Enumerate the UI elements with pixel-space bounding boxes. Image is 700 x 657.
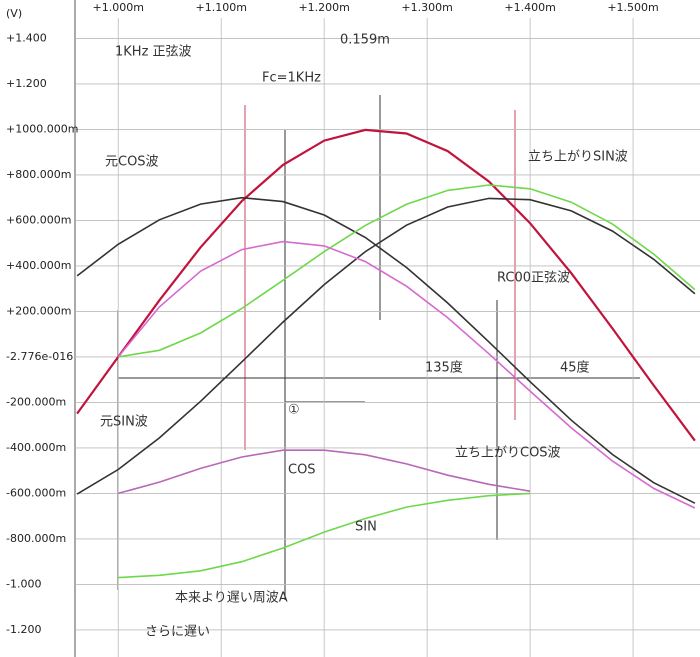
y-tick-label: -600.000m xyxy=(6,486,66,499)
annotation: 0.159m xyxy=(340,33,390,48)
annotation: 1KHz 正弦波 xyxy=(115,44,192,60)
y-tick-label: -1.000 xyxy=(6,577,41,590)
annotation: COS xyxy=(288,463,316,478)
x-tick-label: +1.200m xyxy=(298,1,349,14)
y-tick-label: +1.400 xyxy=(6,31,47,44)
y-tick-label: -2.776e-016 xyxy=(6,350,73,363)
y-tick-label: -1.200 xyxy=(6,623,41,636)
y-tick-label: +600.000m xyxy=(6,213,71,226)
annotation: さらに遅い xyxy=(145,625,210,640)
y-tick-label: -800.000m xyxy=(6,532,66,545)
y-tick-label: +1000.000m xyxy=(6,122,78,135)
annotation: 元SIN波 xyxy=(100,415,148,430)
x-tick-label: +1.500m xyxy=(607,1,658,14)
series-line xyxy=(76,128,696,442)
series-line xyxy=(117,240,696,509)
annotation: SIN xyxy=(355,520,377,535)
y-tick-label: +800.000m xyxy=(6,168,71,181)
annotation: ① xyxy=(288,403,300,418)
x-tick-label: +1.100m xyxy=(195,1,246,14)
annotation: 立ち上がりSIN波 xyxy=(528,150,628,165)
annotation: 135度 xyxy=(425,360,463,376)
x-tick-label: +1.400m xyxy=(504,1,555,14)
x-tick-label: +1.300m xyxy=(401,1,452,14)
annotation: 45度 xyxy=(560,360,590,376)
y-tick-label: +200.000m xyxy=(6,304,71,317)
series-line xyxy=(76,197,696,495)
y-unit: (V) xyxy=(6,7,22,20)
y-tick-label: -400.000m xyxy=(6,441,66,454)
annotation: 本来より遅い周波A xyxy=(175,591,288,606)
annotation: 元COS波 xyxy=(105,155,159,170)
y-tick-label: +400.000m xyxy=(6,259,71,272)
series-line xyxy=(118,492,531,579)
y-tick-label: +1.200 xyxy=(6,77,47,90)
x-tick-label: +1.000m xyxy=(93,1,144,14)
annotation: RC00正弦波 xyxy=(497,270,570,286)
y-tick-label: -200.000m xyxy=(6,395,66,408)
annotation: 立ち上がりCOS波 xyxy=(455,446,561,461)
annotation: Fc=1KHz xyxy=(262,71,321,86)
series-line xyxy=(76,196,696,504)
series-line xyxy=(117,449,531,495)
series-line xyxy=(118,184,696,358)
